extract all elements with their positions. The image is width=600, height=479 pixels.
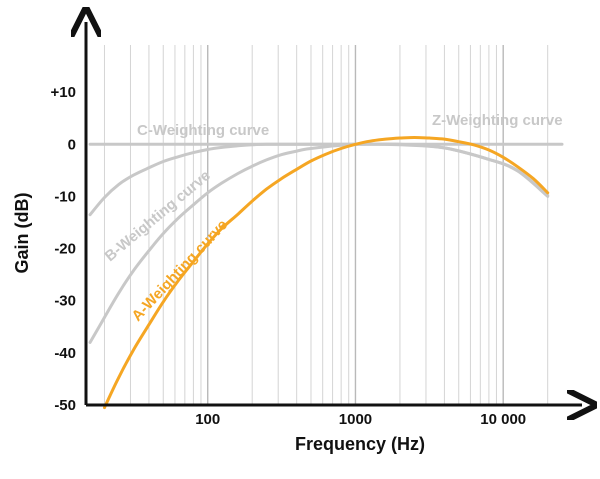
z-weighting-label: Z-Weighting curve xyxy=(432,112,563,129)
b-weighting-line xyxy=(88,142,550,344)
y-tick-label: 0 xyxy=(68,136,76,153)
y-tick-label: -10 xyxy=(54,188,76,205)
x-tick-label: 10 000 xyxy=(480,411,526,428)
y-tick-label: +10 xyxy=(51,84,76,101)
x-tick-label: 1000 xyxy=(339,411,372,428)
y-tick-label: -30 xyxy=(54,293,76,310)
y-tick-label: -20 xyxy=(54,241,76,258)
y-axis-title: Gain (dB) xyxy=(12,193,32,274)
grid-lines xyxy=(103,45,549,405)
x-tick-labels: 100 1000 10 000 xyxy=(195,411,526,428)
y-tick-label: -50 xyxy=(54,397,76,414)
series-lines xyxy=(88,136,564,410)
c-weighting-label: C-Weighting curve xyxy=(137,122,269,139)
a-weighting-line xyxy=(103,136,550,410)
y-tick-label: -40 xyxy=(54,345,76,362)
x-axis-title: Frequency (Hz) xyxy=(295,434,425,454)
x-tick-label: 100 xyxy=(195,411,220,428)
y-tick-labels: +10 0 -10 -20 -30 -40 -50 xyxy=(51,84,76,414)
